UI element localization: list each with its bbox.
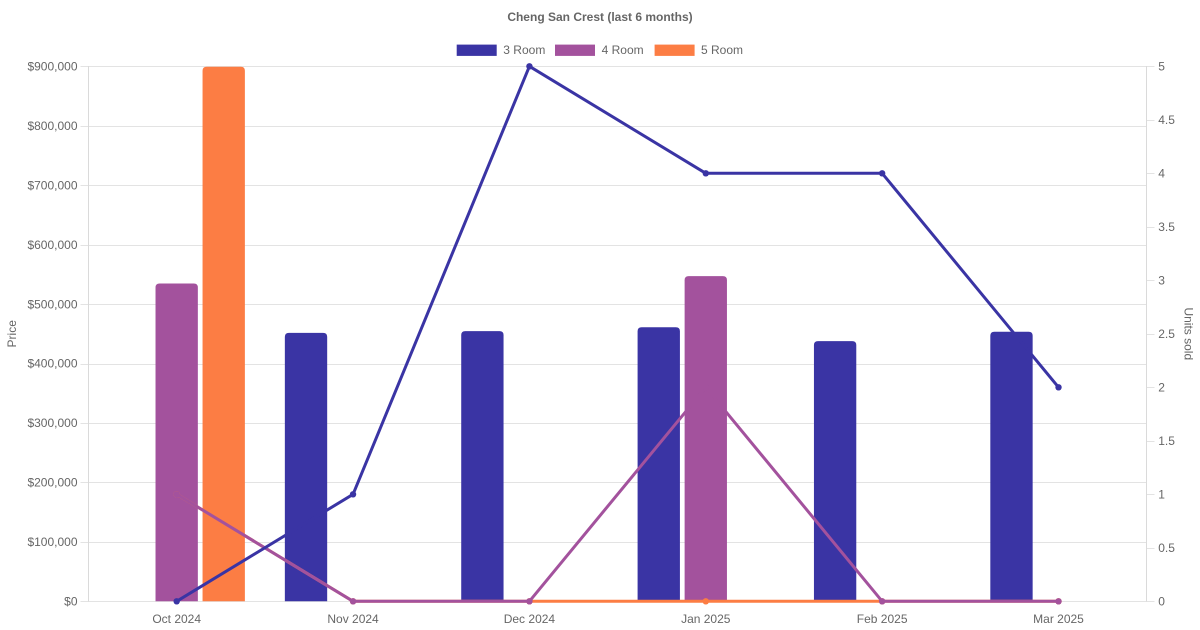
svg-text:4 Room: 4 Room xyxy=(602,43,644,57)
svg-text:4.5: 4.5 xyxy=(1158,113,1175,127)
svg-text:3 Room: 3 Room xyxy=(503,43,545,57)
svg-text:2.5: 2.5 xyxy=(1158,327,1175,341)
svg-text:5: 5 xyxy=(1158,60,1165,74)
svg-text:Price: Price xyxy=(5,320,19,348)
svg-text:$900,000: $900,000 xyxy=(27,60,77,74)
svg-text:Units sold: Units sold xyxy=(1182,307,1196,360)
svg-text:1: 1 xyxy=(1158,488,1165,502)
svg-text:Mar 2025: Mar 2025 xyxy=(1033,612,1084,626)
svg-text:$0: $0 xyxy=(64,595,78,609)
svg-text:0.5: 0.5 xyxy=(1158,541,1175,555)
svg-text:Jan 2025: Jan 2025 xyxy=(681,612,731,626)
svg-text:$500,000: $500,000 xyxy=(27,297,77,311)
svg-text:3.5: 3.5 xyxy=(1158,220,1175,234)
svg-text:$700,000: $700,000 xyxy=(27,178,77,192)
svg-text:$600,000: $600,000 xyxy=(27,238,77,252)
svg-text:Dec 2024: Dec 2024 xyxy=(504,612,556,626)
svg-text:Oct 2024: Oct 2024 xyxy=(152,612,201,626)
svg-text:1.5: 1.5 xyxy=(1158,434,1175,448)
svg-text:Feb 2025: Feb 2025 xyxy=(857,612,908,626)
svg-text:4: 4 xyxy=(1158,167,1165,181)
svg-text:Cheng San Crest (last 6 months: Cheng San Crest (last 6 months) xyxy=(507,10,692,24)
svg-text:3: 3 xyxy=(1158,274,1165,288)
svg-text:0: 0 xyxy=(1158,595,1165,609)
svg-text:2: 2 xyxy=(1158,381,1165,395)
svg-text:$200,000: $200,000 xyxy=(27,476,77,490)
svg-text:Nov 2024: Nov 2024 xyxy=(327,612,379,626)
svg-text:$100,000: $100,000 xyxy=(27,535,77,549)
svg-text:$300,000: $300,000 xyxy=(27,416,77,430)
svg-text:$400,000: $400,000 xyxy=(27,357,77,371)
svg-text:5 Room: 5 Room xyxy=(701,43,743,57)
svg-text:$800,000: $800,000 xyxy=(27,119,77,133)
